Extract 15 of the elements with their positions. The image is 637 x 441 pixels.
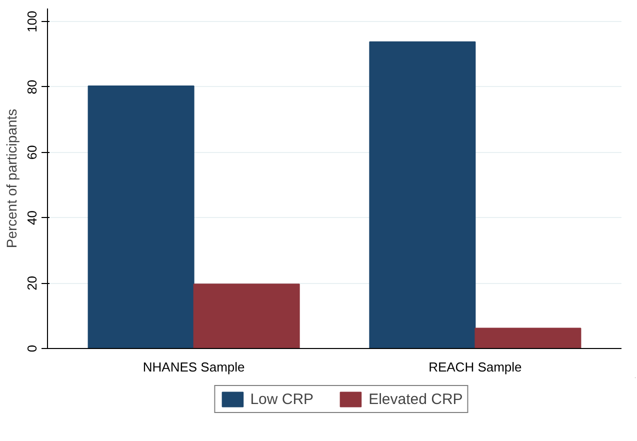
y-tick-label: 100	[24, 10, 40, 32]
y-tick-label: 80	[24, 80, 40, 94]
y-tick-label: 60	[24, 145, 40, 160]
y-axis-title: Percent of participants	[4, 108, 20, 248]
legend-label: Elevated CRP	[368, 390, 463, 408]
bar	[88, 85, 194, 348]
legend-label: Low CRP	[250, 390, 314, 408]
y-tick-label: 20	[24, 276, 40, 290]
y-tick-label: 0	[24, 344, 40, 352]
bar	[193, 284, 300, 348]
bar	[369, 41, 476, 348]
bar	[474, 328, 582, 348]
x-tick-label: REACH Sample	[428, 360, 522, 374]
x-tick-label: NHANES Sample	[142, 360, 245, 374]
y-tick-label: 40	[24, 210, 40, 225]
